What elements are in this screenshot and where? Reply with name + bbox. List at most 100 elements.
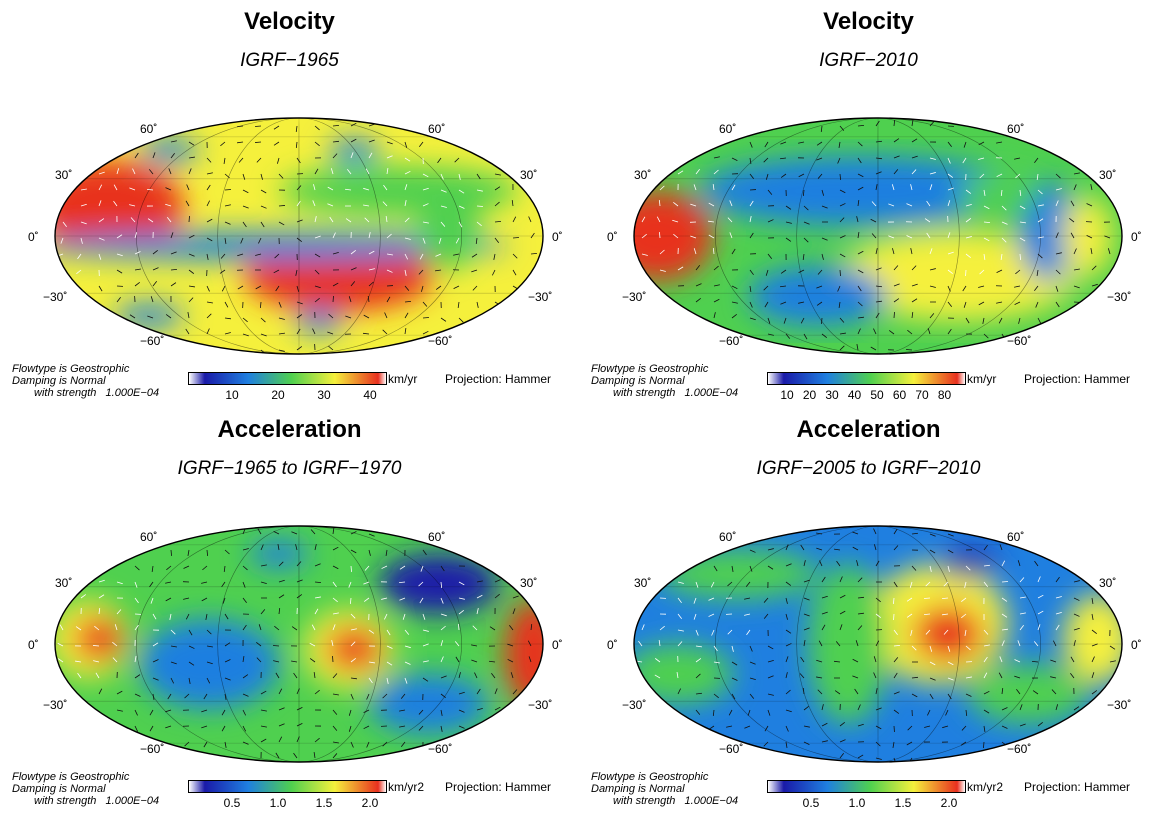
- flow-vector: [453, 285, 460, 289]
- flow-vector: [1034, 560, 1039, 567]
- flow-vector: [273, 125, 280, 130]
- flow-vector: [314, 285, 321, 289]
- flow-vector: [203, 693, 208, 700]
- flow-vector: [512, 595, 519, 599]
- flow-vector: [386, 269, 393, 273]
- flow-vector: [695, 283, 702, 287]
- flow-vector: [1014, 659, 1021, 663]
- latitude-label: −30˚: [1107, 698, 1132, 712]
- flow-vector: [929, 533, 936, 537]
- colorbar-tick-label: 30: [317, 388, 331, 402]
- flow-vector: [1051, 689, 1057, 695]
- flow-vector: [404, 661, 411, 665]
- flow-vector: [785, 333, 791, 339]
- flow-vector: [314, 125, 320, 131]
- flow-vector: [821, 317, 823, 325]
- flow-vector: [1014, 285, 1021, 288]
- flow-vector: [659, 625, 665, 631]
- flow-vector: [458, 709, 465, 713]
- panel-title: Velocity: [823, 8, 914, 35]
- flow-vector: [151, 565, 154, 572]
- flow-vector: [857, 232, 860, 239]
- flow-vector: [453, 253, 460, 256]
- flow-vector: [438, 237, 442, 244]
- flow-vector: [1073, 184, 1077, 191]
- flow-vector: [785, 613, 788, 620]
- flow-vector: [224, 317, 231, 320]
- flow-vector: [749, 157, 752, 164]
- flow-vector: [1091, 643, 1098, 647]
- flow-vector: [332, 546, 339, 551]
- flow-vector: [767, 693, 774, 696]
- flow-vector: [242, 581, 246, 588]
- flow-vector: [677, 170, 684, 175]
- flow-vector: [983, 725, 986, 732]
- flow-vector: [906, 613, 913, 618]
- map-outline: [54, 117, 544, 355]
- flow-vector: [906, 203, 913, 207]
- flow-vector: [471, 659, 478, 663]
- flow-vector: [472, 285, 478, 291]
- flow-vector: [188, 156, 195, 159]
- flow-vector: [152, 642, 159, 647]
- flow-vector: [731, 285, 738, 290]
- flow-vector: [745, 581, 751, 587]
- flow-vector: [744, 725, 751, 729]
- flow-info-text: with strength 1.000E−04: [34, 795, 160, 807]
- flow-vector: [780, 141, 787, 145]
- flow-vector: [419, 253, 424, 260]
- colorbar: [188, 780, 387, 793]
- flow-vector: [494, 220, 502, 223]
- flow-vector: [983, 333, 989, 339]
- flow-vector: [350, 138, 357, 143]
- flow-vector: [457, 301, 460, 308]
- flow-vector: [296, 561, 302, 567]
- flow-vector: [256, 641, 262, 647]
- projection-label: Projection: Hammer: [445, 372, 552, 386]
- flow-vector: [888, 330, 895, 335]
- flow-vector: [1073, 706, 1080, 711]
- latitude-label: 60˚: [140, 122, 158, 136]
- flow-vector: [947, 693, 952, 700]
- flow-vector: [839, 235, 846, 239]
- flow-vector: [220, 141, 226, 147]
- latitude-label: 0˚: [28, 638, 39, 652]
- flow-vector: [1019, 596, 1026, 599]
- flow-vector: [363, 597, 370, 602]
- flow-vector: [260, 221, 265, 228]
- flow-vector: [312, 200, 316, 207]
- flow-vector: [224, 189, 232, 191]
- flow-vector: [728, 709, 733, 716]
- flow-vector: [273, 269, 280, 274]
- flow-vector: [875, 184, 878, 191]
- latitude-label: 30˚: [55, 168, 73, 182]
- flow-vector: [763, 741, 769, 747]
- flow-vector: [978, 301, 985, 306]
- field-blob: [1018, 181, 1078, 281]
- flow-vector: [767, 548, 774, 551]
- flow-vector: [350, 677, 357, 680]
- flow-vector: [803, 205, 809, 211]
- flow-vector: [947, 285, 951, 292]
- flow-vector: [1019, 237, 1026, 242]
- flow-vector: [258, 237, 262, 244]
- flow-vector: [237, 141, 244, 144]
- flow-vector: [875, 248, 878, 255]
- flow-vector: [167, 693, 172, 700]
- flow-vector: [440, 725, 443, 732]
- flow-vector: [476, 688, 481, 695]
- flow-vector: [80, 221, 87, 225]
- flow-vector: [961, 613, 967, 619]
- flow-vector: [943, 581, 949, 587]
- flow-vector: [313, 752, 316, 759]
- flow-vector: [978, 141, 985, 146]
- flow-vector: [455, 656, 460, 663]
- flow-vector: [1086, 203, 1093, 207]
- flow-vector: [729, 200, 733, 207]
- flow-vector: [147, 315, 154, 319]
- flow-vector: [440, 565, 445, 572]
- flow-vector: [983, 221, 991, 224]
- flow-vector: [852, 675, 859, 679]
- flow-vector: [965, 693, 972, 697]
- flow-vector: [494, 173, 501, 176]
